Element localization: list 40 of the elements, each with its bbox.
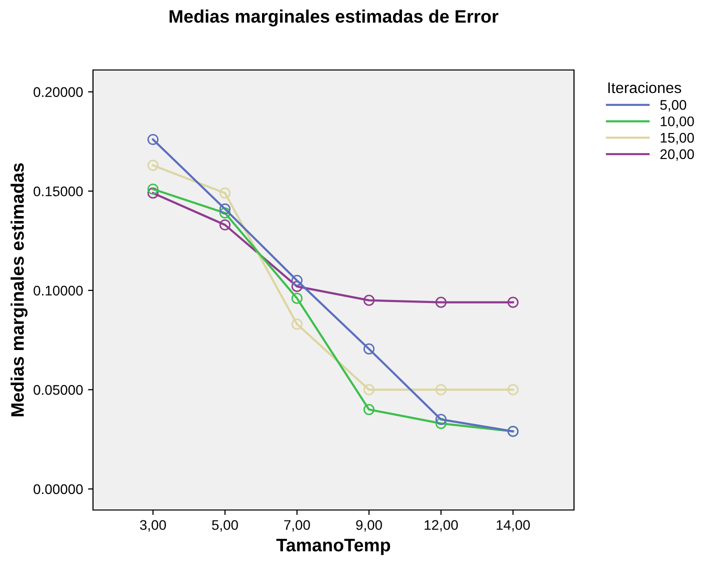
point	[147, 184, 159, 195]
point	[147, 160, 159, 171]
legend-title: Iteraciones	[608, 82, 682, 94]
point	[219, 219, 231, 230]
y-tick-label: 0.05000	[34, 385, 83, 395]
x-tick-label: 5,00	[212, 520, 238, 532]
point	[291, 292, 303, 304]
point	[147, 188, 159, 199]
point	[147, 134, 159, 146]
point	[219, 203, 231, 215]
point	[291, 318, 303, 330]
point	[507, 296, 519, 308]
point	[435, 418, 447, 429]
y-axis-title: Medias marginales estimadas	[10, 163, 28, 416]
legend-label: 20,00	[660, 149, 694, 161]
y-tick-label: 0.00000	[34, 484, 83, 494]
legend-label: 5,00	[660, 100, 686, 112]
point	[363, 294, 375, 306]
point	[219, 188, 231, 199]
point	[363, 384, 375, 396]
point	[435, 414, 447, 426]
point	[507, 384, 519, 396]
y-tick-label: 0.10000	[34, 286, 83, 296]
x-tick-label: 14,00	[496, 520, 530, 532]
y-tick-label: 0.15000	[34, 186, 83, 196]
x-tick-label: 9,00	[356, 520, 382, 532]
x-axis-title: TamanoTemp	[276, 538, 390, 556]
point	[291, 274, 303, 286]
legend-label: 10,00	[660, 116, 694, 128]
point	[363, 343, 375, 355]
x-tick-label: 7,00	[284, 520, 310, 532]
point	[363, 404, 375, 416]
x-tick-label: 12,00	[424, 520, 458, 532]
point	[435, 384, 447, 396]
chart-title: Medias marginales estimadas de Error	[170, 10, 498, 26]
y-tick-label: 0.20000	[34, 87, 83, 98]
point	[435, 296, 447, 308]
legend-label: 15,00	[660, 132, 694, 144]
point	[219, 207, 231, 219]
x-tick-label: 3,00	[140, 520, 166, 532]
